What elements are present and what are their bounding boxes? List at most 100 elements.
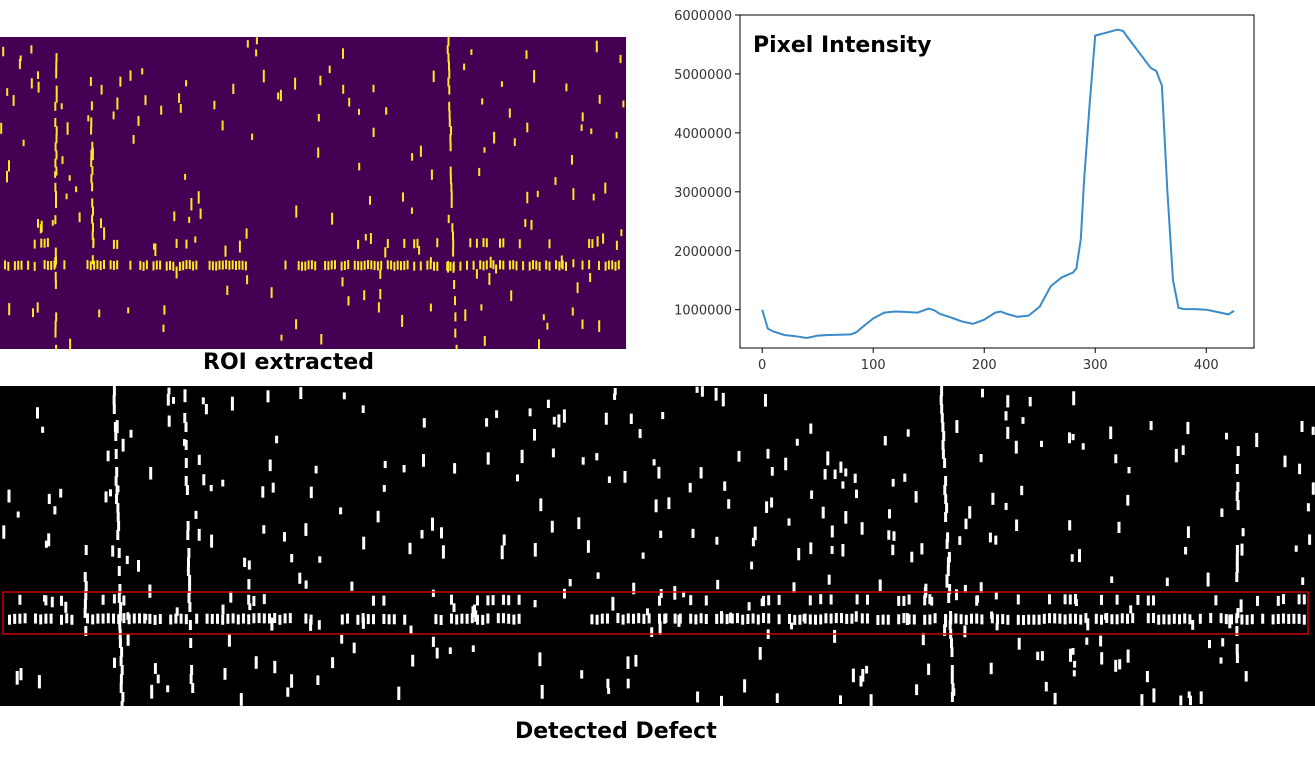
noise-mark <box>1308 534 1312 545</box>
noise-mark <box>638 429 642 439</box>
band-mark <box>101 594 105 605</box>
band-mark <box>1100 614 1103 625</box>
noise-mark <box>61 156 64 165</box>
band-mark <box>93 260 96 270</box>
noise-mark <box>495 410 499 418</box>
streak-mark <box>118 611 122 621</box>
noise-mark <box>657 466 661 479</box>
band-mark <box>545 260 548 270</box>
band-mark <box>588 238 591 248</box>
noise-mark <box>422 454 425 467</box>
noise-mark <box>32 308 34 318</box>
streak-mark <box>450 182 453 192</box>
band-mark <box>7 261 10 271</box>
band-mark <box>485 238 488 248</box>
band-mark <box>43 238 46 248</box>
x-tick-label: 100 <box>861 358 886 373</box>
noise-mark <box>650 627 654 637</box>
band-mark <box>13 613 17 624</box>
noise-mark <box>347 296 350 306</box>
noise-mark <box>727 499 731 509</box>
band-mark <box>502 238 505 248</box>
band-mark <box>476 614 479 625</box>
noise-mark <box>485 418 489 427</box>
noise-mark <box>254 656 258 669</box>
noise-mark <box>810 490 814 499</box>
noise-mark <box>826 451 830 466</box>
band-mark <box>834 613 838 624</box>
band-mark <box>18 613 22 624</box>
noise-mark <box>1114 659 1118 672</box>
streak-mark <box>54 158 57 168</box>
band-mark <box>129 260 132 270</box>
noise-mark <box>162 324 165 333</box>
band-mark <box>699 613 703 624</box>
noise-mark <box>261 486 265 498</box>
streak-mark <box>84 545 88 555</box>
band-mark <box>678 613 682 624</box>
noise-mark <box>1070 554 1074 562</box>
noise-mark <box>448 647 452 655</box>
noise-mark <box>906 429 910 437</box>
streak-mark <box>187 557 190 567</box>
band-mark <box>231 613 235 624</box>
noise-mark <box>255 37 258 45</box>
band-mark <box>1063 594 1067 605</box>
noise-mark <box>729 612 733 624</box>
noise-mark <box>979 582 983 593</box>
noise-mark <box>352 642 356 654</box>
band-mark <box>1297 613 1301 624</box>
band-mark <box>1037 614 1041 625</box>
streak-mark <box>114 431 118 441</box>
band-mark <box>689 595 693 606</box>
noise-mark <box>422 418 426 428</box>
streak-mark <box>945 503 949 513</box>
band-mark <box>406 260 409 270</box>
noise-mark <box>69 338 72 349</box>
band-mark <box>591 239 594 249</box>
band-mark <box>798 614 802 625</box>
noise-mark <box>221 120 224 131</box>
noise-mark <box>22 139 25 147</box>
noise-mark <box>955 589 958 601</box>
noise-mark <box>606 678 610 689</box>
band-mark <box>158 614 162 624</box>
noise-mark <box>172 397 175 404</box>
band-mark <box>465 613 469 624</box>
band-mark <box>860 613 864 624</box>
streak-mark <box>119 602 123 612</box>
noise-mark <box>581 112 584 122</box>
streak-mark <box>1235 626 1239 636</box>
streak-mark <box>91 166 94 176</box>
noise-mark <box>1081 443 1085 450</box>
noise-mark <box>536 190 539 198</box>
streak-mark <box>84 626 88 636</box>
band-mark <box>297 261 300 271</box>
noise-mark <box>379 269 382 279</box>
band-mark <box>588 260 591 270</box>
band-mark <box>433 261 435 271</box>
band-mark <box>184 614 188 625</box>
noise-mark <box>568 579 572 587</box>
noise-mark <box>383 460 387 469</box>
noise-mark <box>224 245 227 257</box>
band-mark <box>663 613 667 624</box>
noise-mark <box>213 100 216 110</box>
noise-mark <box>790 622 793 630</box>
noise-mark <box>190 198 193 211</box>
noise-mark <box>486 452 490 465</box>
noise-mark <box>295 319 298 330</box>
streak-mark <box>54 215 57 225</box>
band-mark <box>1209 613 1213 623</box>
noise-mark <box>546 399 550 409</box>
noise-mark <box>1145 671 1149 683</box>
noise-mark <box>384 247 387 258</box>
noise-mark <box>243 557 247 568</box>
band-mark <box>1172 613 1176 624</box>
streak-mark <box>947 593 951 603</box>
noise-mark <box>266 390 270 403</box>
streak-mark <box>54 118 57 127</box>
streak-mark <box>90 149 93 159</box>
noise-mark <box>358 162 361 171</box>
band-mark <box>99 261 102 271</box>
